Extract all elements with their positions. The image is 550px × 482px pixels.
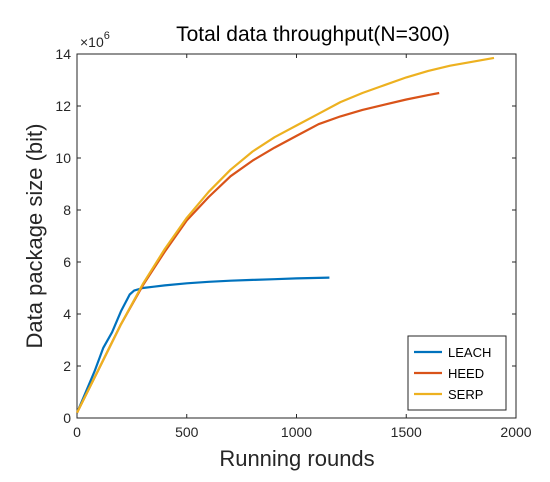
y-axis-multiplier: ×106 [80, 30, 110, 50]
x-axis-title: Running rounds [219, 446, 374, 471]
y-tick-label: 8 [63, 202, 71, 218]
x-tick-label: 1000 [281, 424, 312, 440]
x-tick-label: 0 [73, 424, 81, 440]
legend-label-heed: HEED [448, 366, 484, 381]
x-tick-label: 1500 [391, 424, 422, 440]
y-axis-title: Data package size (bit) [22, 124, 47, 349]
y-tick-label: 6 [63, 254, 71, 270]
legend: LEACH HEED SERP [407, 335, 507, 411]
y-multiplier-exponent: 6 [104, 30, 110, 42]
legend-label-leach: LEACH [448, 345, 491, 360]
y-tick-label: 12 [55, 98, 71, 114]
x-tick-label: 500 [175, 424, 199, 440]
y-tick-label: 10 [55, 150, 71, 166]
y-tick-label: 2 [63, 358, 71, 374]
y-multiplier-base: ×10 [80, 34, 104, 50]
x-tick-label: 2000 [500, 424, 531, 440]
series-layer [75, 56, 495, 414]
y-tick-label: 14 [55, 46, 71, 62]
series-line-leach [75, 276, 330, 414]
y-tick-label: 4 [63, 306, 71, 322]
y-tick-label: 0 [63, 410, 71, 426]
chart-title: Total data throughput(N=300) [176, 23, 450, 46]
axis-ticks: 0 500 1000 1500 2000 0 2 4 6 8 10 12 14 [55, 46, 531, 440]
legend-label-serp: SERP [448, 387, 483, 402]
series-line-serp [76, 56, 495, 414]
